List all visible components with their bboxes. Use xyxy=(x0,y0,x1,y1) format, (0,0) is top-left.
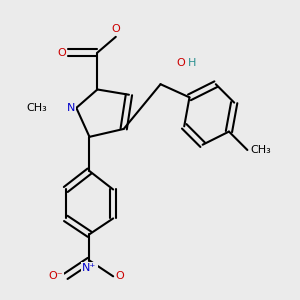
Text: H: H xyxy=(188,58,196,68)
Text: O⁻: O⁻ xyxy=(49,271,63,281)
Text: O: O xyxy=(116,271,124,281)
Text: O: O xyxy=(111,24,120,34)
Text: O: O xyxy=(176,58,185,68)
Text: O: O xyxy=(57,48,66,58)
Text: N: N xyxy=(67,103,75,113)
Text: CH₃: CH₃ xyxy=(250,145,271,155)
Text: N⁺: N⁺ xyxy=(82,263,97,273)
Text: CH₃: CH₃ xyxy=(27,103,47,113)
